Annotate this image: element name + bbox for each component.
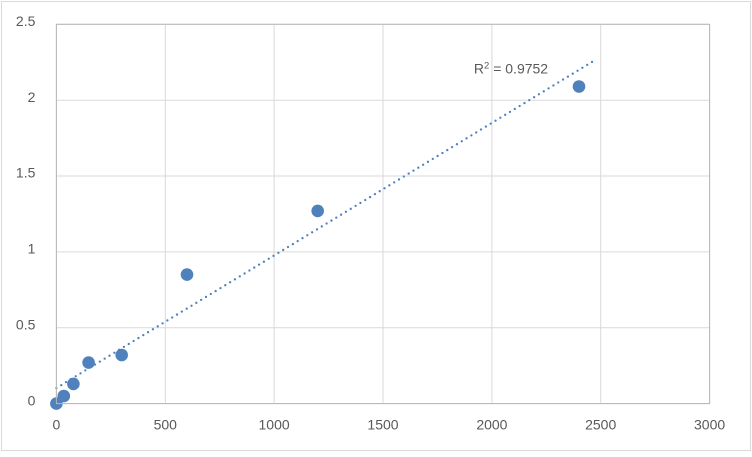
svg-text:2.5: 2.5 bbox=[16, 13, 36, 29]
svg-text:R2 = 0.9752: R2 = 0.9752 bbox=[474, 61, 548, 77]
svg-text:2: 2 bbox=[28, 89, 36, 105]
svg-text:2000: 2000 bbox=[476, 417, 507, 433]
svg-text:0: 0 bbox=[28, 392, 36, 408]
svg-text:1500: 1500 bbox=[367, 417, 398, 433]
svg-text:3000: 3000 bbox=[694, 417, 725, 433]
svg-text:1: 1 bbox=[28, 241, 36, 257]
svg-text:1.5: 1.5 bbox=[16, 165, 36, 181]
svg-text:500: 500 bbox=[154, 417, 178, 433]
svg-text:1000: 1000 bbox=[259, 417, 290, 433]
svg-text:0.5: 0.5 bbox=[16, 316, 36, 332]
svg-text:2500: 2500 bbox=[585, 417, 616, 433]
svg-text:0: 0 bbox=[53, 417, 61, 433]
